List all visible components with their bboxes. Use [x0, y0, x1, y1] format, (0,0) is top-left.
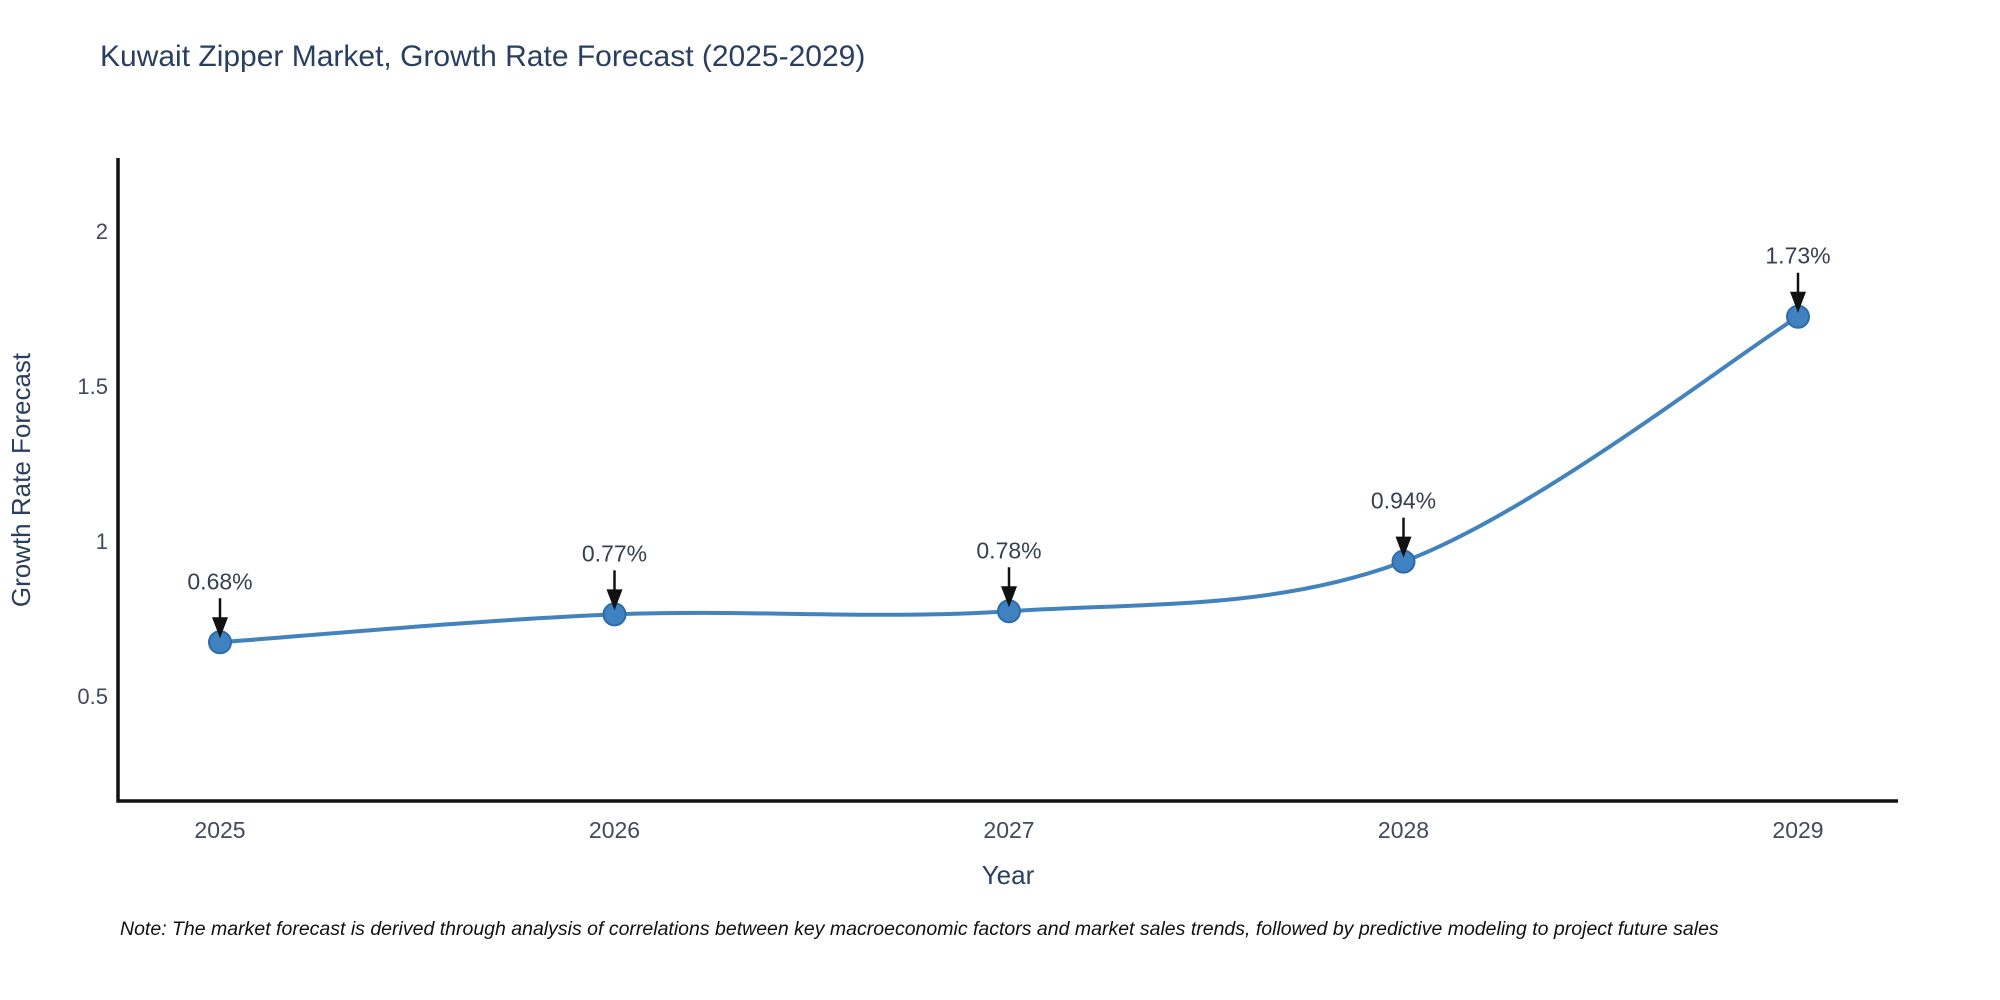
axes-layer: 0.5 1 1.5 2 2025 2026 2027 2028 2029	[77, 158, 1898, 843]
point-value-label: 0.77%	[582, 540, 647, 566]
y-tick-label: 0.5	[77, 684, 108, 709]
chart-title: Kuwait Zipper Market, Growth Rate Foreca…	[100, 40, 866, 73]
x-tick-label: 2026	[589, 817, 640, 843]
footnote: Note: The market forecast is derived thr…	[120, 918, 1719, 940]
x-tick-label: 2028	[1378, 817, 1429, 843]
y-axis-title: Growth Rate Forecast	[6, 352, 36, 607]
point-value-label: 0.94%	[1371, 488, 1436, 514]
x-tick-label: 2029	[1772, 817, 1823, 843]
point-value-label: 0.78%	[976, 537, 1041, 563]
point-value-label: 1.73%	[1765, 243, 1830, 269]
annotation-arrow-head-icon	[606, 589, 623, 611]
axis-spines	[116, 158, 1898, 803]
x-tick-label: 2027	[983, 817, 1034, 843]
annotation-layer: 0.68% 0.77% 0.78% 0.94% 1.73%	[187, 243, 1831, 639]
x-tick-label: 2025	[194, 817, 245, 843]
y-tick-label: 1	[96, 529, 108, 554]
annotation-arrow-head-icon	[1790, 291, 1806, 313]
annotation-arrow-head-icon	[1395, 536, 1412, 558]
x-axis-title: Year	[982, 860, 1035, 890]
annotation-arrow-head-icon	[212, 617, 228, 639]
y-tick-label: 1.5	[77, 374, 108, 399]
point-value-label: 0.68%	[187, 568, 252, 594]
y-tick-label: 2	[96, 219, 108, 244]
annotation-arrow-head-icon	[1001, 586, 1017, 608]
